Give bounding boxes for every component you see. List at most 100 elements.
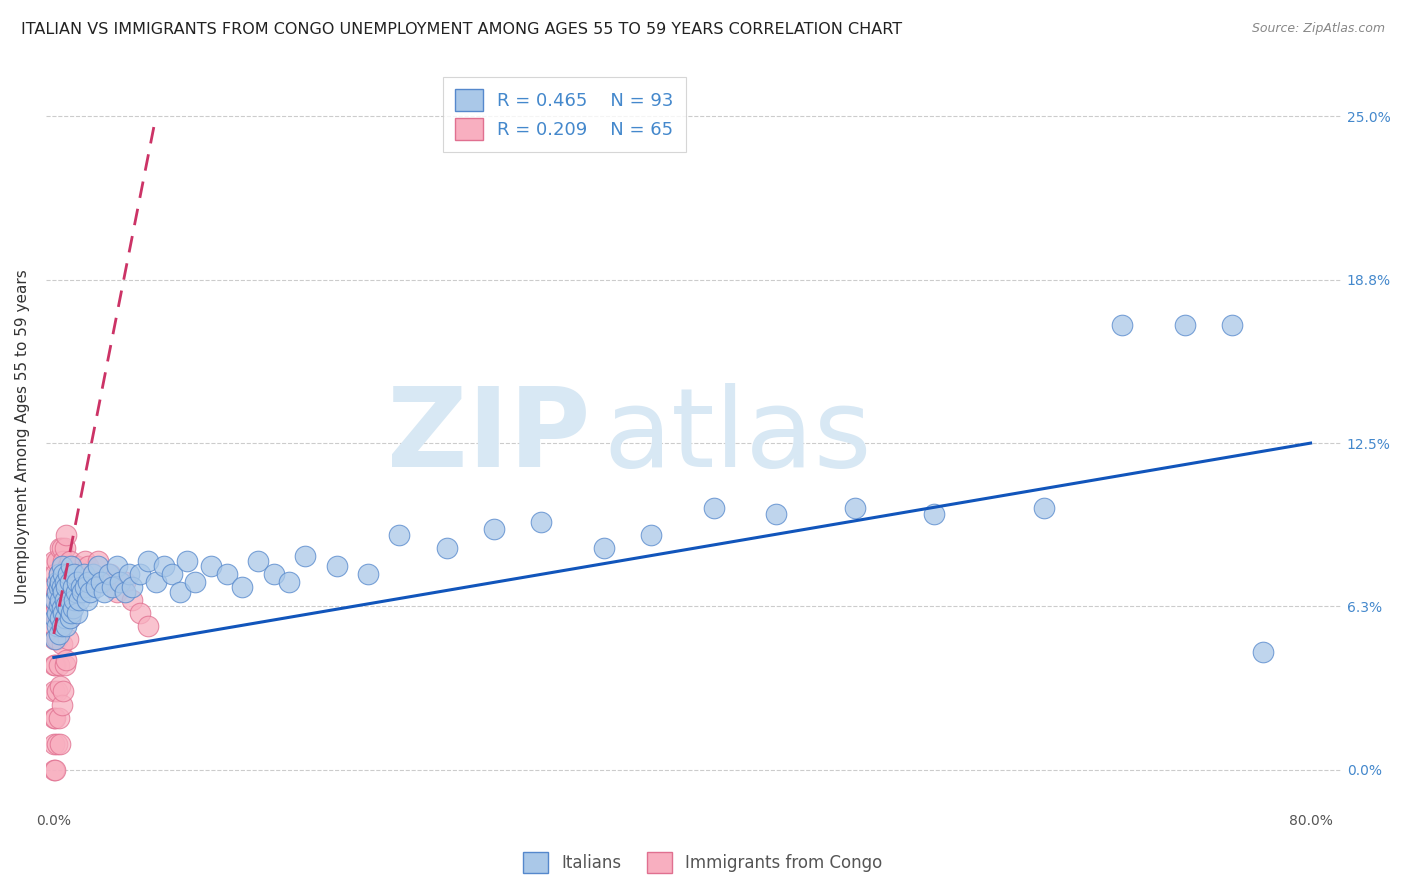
Point: [49, 541, 72, 555]
Point: [48, 627, 70, 641]
Point: [46, 632, 69, 647]
Point: [55, 580, 77, 594]
Point: [56, 632, 79, 647]
Point: [169, 585, 191, 599]
Point: [58, 574, 80, 589]
Point: [1174, 318, 1197, 333]
Point: [53, 541, 76, 555]
Point: [77, 558, 100, 573]
Point: [176, 554, 198, 568]
Point: [93, 585, 115, 599]
Point: [76, 593, 98, 607]
Point: [42, 580, 65, 594]
Point: [66, 574, 89, 589]
Point: [49, 593, 72, 607]
Point: [51, 541, 73, 555]
Point: [44, 593, 66, 607]
Point: [105, 558, 128, 573]
Point: [49, 737, 72, 751]
Point: [1220, 318, 1243, 333]
Point: [58, 611, 80, 625]
Point: [42, 593, 65, 607]
Point: [53, 593, 76, 607]
Point: [65, 585, 87, 599]
Point: [66, 606, 89, 620]
Point: [70, 566, 93, 581]
Point: [325, 558, 347, 573]
Point: [922, 507, 945, 521]
Legend: Italians, Immigrants from Congo: Italians, Immigrants from Congo: [517, 846, 889, 880]
Point: [51, 585, 73, 599]
Point: [51, 698, 73, 712]
Point: [231, 580, 253, 594]
Point: [100, 566, 122, 581]
Point: [56, 566, 79, 581]
Point: [294, 549, 316, 563]
Point: [136, 554, 159, 568]
Point: [48, 580, 70, 594]
Point: [62, 580, 84, 594]
Point: [58, 593, 80, 607]
Point: [62, 600, 84, 615]
Text: ZIP: ZIP: [387, 383, 591, 490]
Point: [55, 619, 77, 633]
Point: [49, 574, 72, 589]
Point: [145, 574, 167, 589]
Point: [46, 585, 69, 599]
Point: [46, 574, 69, 589]
Point: [46, 585, 69, 599]
Point: [62, 580, 84, 594]
Point: [42, 554, 65, 568]
Point: [1253, 645, 1275, 659]
Point: [69, 580, 91, 594]
Point: [52, 684, 75, 698]
Point: [844, 501, 866, 516]
Point: [48, 566, 70, 581]
Point: [73, 566, 96, 581]
Point: [49, 611, 72, 625]
Point: [48, 658, 70, 673]
Point: [49, 679, 72, 693]
Point: [46, 554, 69, 568]
Point: [56, 600, 79, 615]
Point: [51, 637, 73, 651]
Point: [530, 515, 553, 529]
Point: [42, 684, 65, 698]
Point: [87, 554, 110, 568]
Point: [53, 658, 76, 673]
Point: [44, 611, 66, 625]
Point: [67, 593, 90, 607]
Point: [48, 600, 70, 615]
Point: [44, 566, 66, 581]
Point: [42, 606, 65, 620]
Point: [66, 558, 89, 573]
Point: [42, 763, 65, 777]
Point: [53, 574, 76, 589]
Point: [93, 574, 115, 589]
Point: [49, 619, 72, 633]
Point: [63, 574, 86, 589]
Point: [46, 606, 69, 620]
Point: [42, 658, 65, 673]
Point: [63, 593, 86, 607]
Point: [44, 606, 66, 620]
Point: [53, 611, 76, 625]
Point: [82, 566, 104, 581]
Point: [263, 566, 285, 581]
Point: [152, 558, 174, 573]
Point: [55, 527, 77, 541]
Point: [56, 558, 79, 573]
Point: [79, 585, 101, 599]
Point: [129, 566, 152, 581]
Point: [49, 574, 72, 589]
Point: [55, 653, 77, 667]
Point: [75, 580, 97, 594]
Point: [114, 574, 136, 589]
Point: [51, 558, 73, 573]
Point: [48, 566, 70, 581]
Point: [44, 658, 66, 673]
Point: [48, 598, 70, 612]
Point: [60, 606, 83, 620]
Point: [55, 598, 77, 612]
Point: [60, 558, 83, 573]
